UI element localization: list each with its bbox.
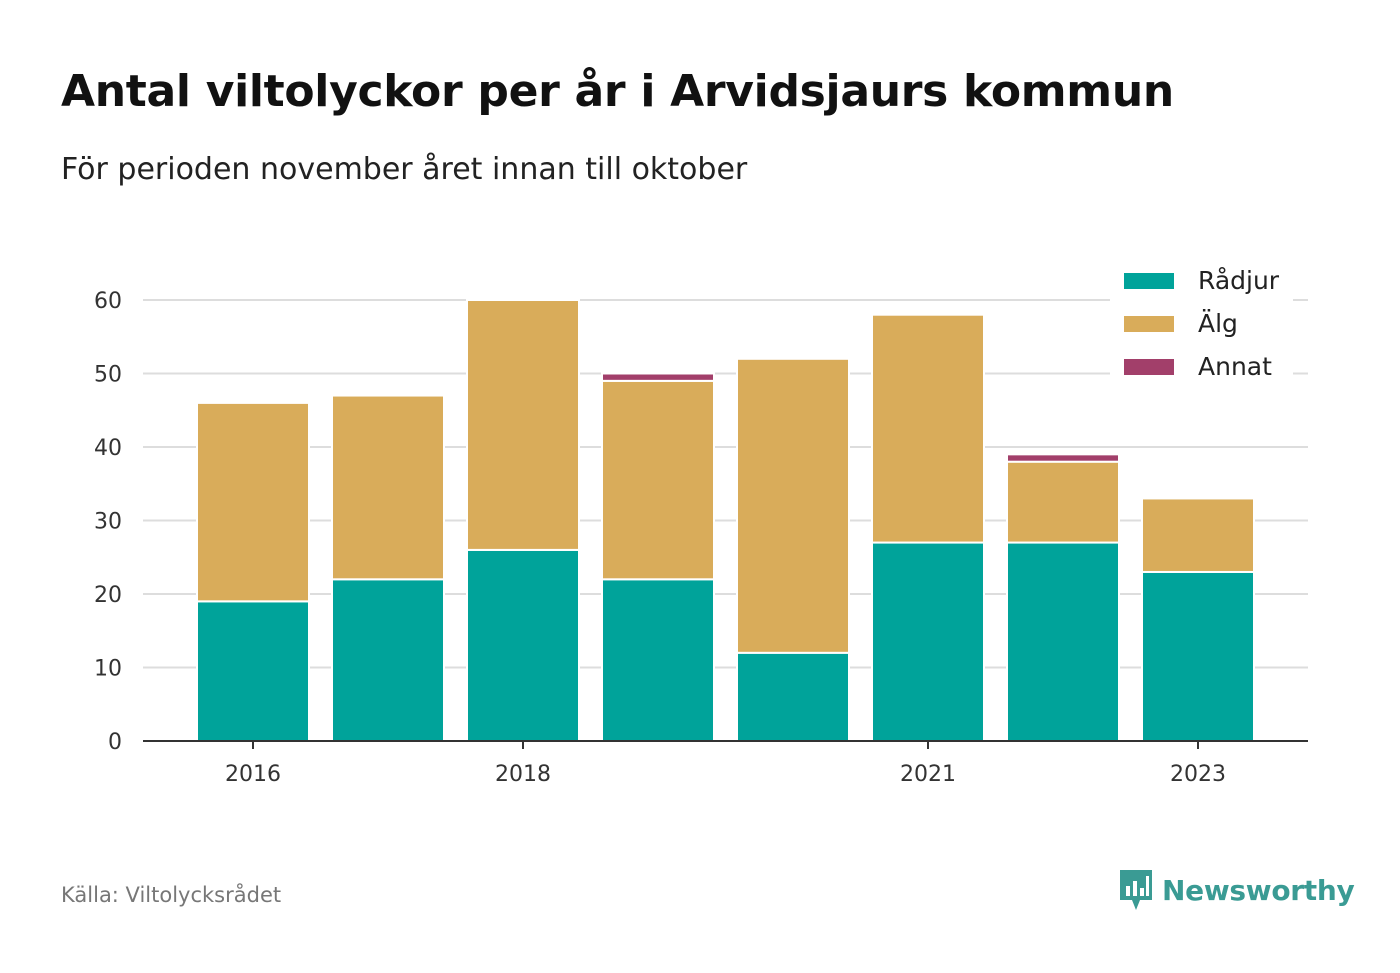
y-tick-label: 60 bbox=[94, 289, 122, 314]
bar-rdjur-2020 bbox=[736, 651, 850, 742]
y-tick-label: 20 bbox=[94, 583, 122, 608]
source-note: Källa: Viltolycksrådet bbox=[61, 883, 282, 907]
y-tick-label: 10 bbox=[94, 657, 122, 682]
x-tick-label: 2018 bbox=[495, 762, 551, 787]
bar-rdjur-2019 bbox=[601, 578, 715, 742]
x-tick-label: 2021 bbox=[900, 762, 956, 787]
bar-rdjur-2016 bbox=[196, 600, 310, 742]
legend-label-alg: Älg bbox=[1198, 309, 1238, 338]
bar-annat-2022 bbox=[1006, 453, 1120, 463]
brand-logo[interactable]: Newsworthy bbox=[1118, 868, 1355, 912]
y-tick-label: 50 bbox=[94, 363, 122, 388]
chart-title: Antal viltolyckor per år i Arvidsjaurs k… bbox=[61, 66, 1174, 117]
bar-lg-2019 bbox=[601, 379, 715, 581]
legend-item-alg: Älg bbox=[1124, 302, 1279, 345]
legend-swatch-alg bbox=[1124, 315, 1174, 332]
bar-lg-2021 bbox=[871, 313, 985, 544]
legend: Rådjur Älg Annat bbox=[1110, 255, 1294, 394]
legend-item-annat: Annat bbox=[1124, 345, 1279, 388]
x-tick-label: 2023 bbox=[1170, 762, 1226, 787]
bar-rdjur-2021 bbox=[871, 541, 985, 742]
y-tick-label: 30 bbox=[94, 510, 122, 535]
legend-label-radjur: Rådjur bbox=[1198, 266, 1280, 295]
bar-rdjur-2023 bbox=[1141, 570, 1255, 743]
y-tick-label: 0 bbox=[108, 730, 122, 755]
bar-lg-2016 bbox=[196, 401, 310, 603]
legend-swatch-annat bbox=[1124, 358, 1174, 375]
bar-rdjur-2017 bbox=[331, 578, 445, 742]
newsworthy-logo-icon bbox=[1120, 870, 1152, 910]
bar-lg-2022 bbox=[1006, 460, 1120, 544]
bar-rdjur-2018 bbox=[466, 548, 580, 743]
bar-lg-2018 bbox=[466, 299, 580, 551]
legend-item-radjur: Rådjur bbox=[1124, 259, 1279, 302]
bar-annat-2019 bbox=[601, 372, 715, 382]
x-tick-label: 2016 bbox=[225, 762, 281, 787]
bar-lg-2020 bbox=[736, 357, 850, 654]
legend-swatch-radjur bbox=[1124, 272, 1174, 289]
legend-label-annat: Annat bbox=[1198, 352, 1272, 381]
brand-name: Newsworthy bbox=[1162, 873, 1355, 907]
y-tick-label: 40 bbox=[94, 436, 122, 461]
bar-lg-2023 bbox=[1141, 497, 1255, 573]
chart-subtitle: För perioden november året innan till ok… bbox=[61, 152, 748, 187]
bar-rdjur-2022 bbox=[1006, 541, 1120, 742]
bar-lg-2017 bbox=[331, 394, 445, 581]
